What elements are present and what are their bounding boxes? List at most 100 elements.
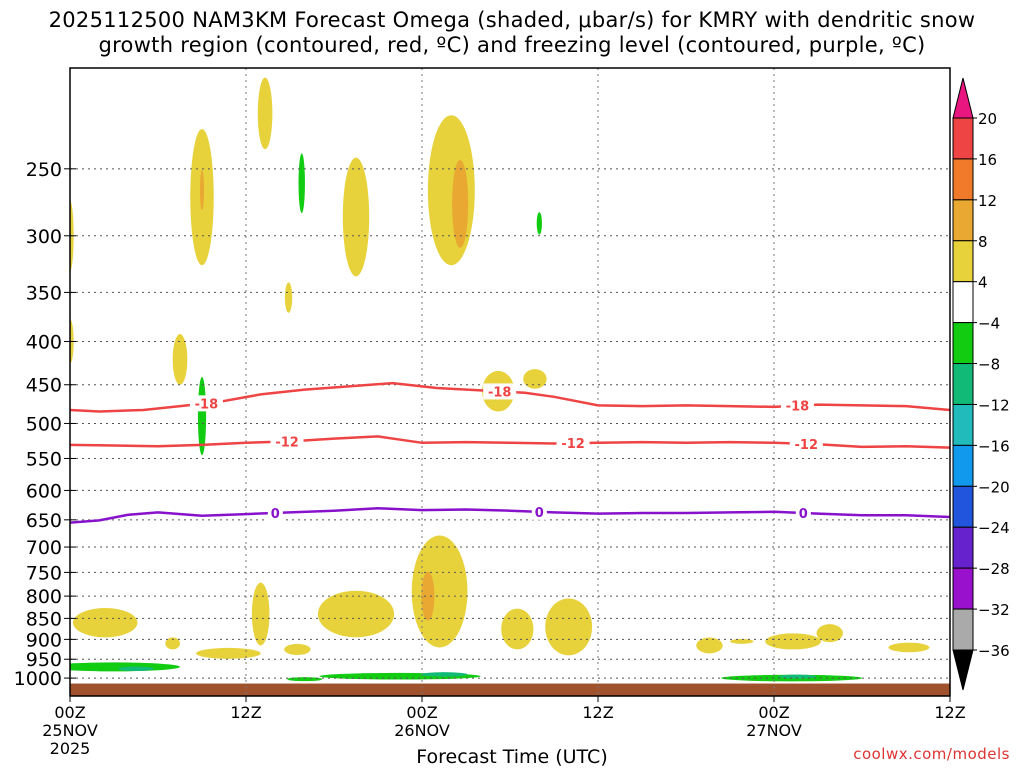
contour-label: 0 bbox=[535, 506, 544, 521]
x-tick-label: 00Z bbox=[406, 703, 437, 722]
omega-region bbox=[778, 674, 817, 679]
y-tick-label: 750 bbox=[26, 562, 62, 584]
omega-region bbox=[536, 212, 542, 235]
colorbar-label: 4 bbox=[978, 274, 988, 292]
colorbar-segment bbox=[952, 403, 974, 446]
x-tick-label: 12Z bbox=[582, 703, 613, 722]
terrain-band bbox=[70, 683, 950, 696]
y-tick-label: 800 bbox=[26, 586, 62, 608]
colorbar-segment bbox=[952, 444, 974, 487]
contour-label: 0 bbox=[799, 507, 808, 522]
y-tick-label: 850 bbox=[26, 608, 62, 630]
omega-region bbox=[200, 169, 204, 211]
colorbar-segment bbox=[952, 240, 974, 283]
colorbar-label: −4 bbox=[978, 315, 1000, 333]
omega-region bbox=[452, 159, 469, 248]
colorbar-label: −16 bbox=[978, 437, 1010, 455]
omega-region bbox=[251, 582, 270, 646]
contour-label: -12 bbox=[795, 438, 819, 453]
x-tick-label: 00Z bbox=[758, 703, 789, 722]
x-tick-date: 27NOV bbox=[746, 721, 802, 740]
site-credit: coolwx.com/models bbox=[853, 745, 1010, 763]
colorbar-label: 12 bbox=[978, 192, 997, 210]
y-tick-label: 300 bbox=[26, 226, 62, 248]
x-axis-label: Forecast Time (UTC) bbox=[416, 746, 608, 768]
contour-label: -18 bbox=[786, 400, 810, 415]
contour-label: -12 bbox=[275, 435, 299, 450]
contour-label: 0 bbox=[271, 507, 280, 522]
y-tick-label: 550 bbox=[26, 448, 62, 470]
x-tick-label: 12Z bbox=[230, 703, 261, 722]
y-tick-label: 500 bbox=[26, 413, 62, 435]
omega-region bbox=[197, 376, 207, 456]
y-tick-label: 700 bbox=[26, 537, 62, 559]
colorbar-segment bbox=[952, 158, 974, 201]
contour-label: -12 bbox=[561, 437, 585, 452]
omega-region bbox=[172, 334, 188, 385]
contour-label: -18 bbox=[488, 385, 512, 400]
omega-region bbox=[317, 590, 395, 638]
chart-title: 2025112500 NAM3KM Forecast Omega (shaded… bbox=[48, 8, 976, 32]
contour-label-bg bbox=[780, 397, 814, 414]
omega-region bbox=[287, 677, 323, 682]
omega-region bbox=[70, 662, 180, 672]
y-tick-label: 1000 bbox=[14, 668, 62, 690]
y-tick-label: 350 bbox=[26, 282, 62, 304]
colorbar-label: 16 bbox=[978, 151, 997, 169]
colorbar-label: −8 bbox=[978, 356, 1000, 374]
colorbar-segment bbox=[952, 199, 974, 242]
omega-region bbox=[501, 608, 534, 650]
colorbar-label: 20 bbox=[978, 110, 997, 128]
colorbar-segment bbox=[952, 485, 974, 528]
omega-region bbox=[284, 282, 293, 313]
y-tick-label: 400 bbox=[26, 331, 62, 353]
x-tick-date: 26NOV bbox=[394, 721, 450, 740]
omega-region bbox=[730, 638, 754, 644]
y-tick-label: 900 bbox=[26, 629, 62, 651]
contour-label-bg bbox=[267, 504, 283, 521]
contour-label-bg bbox=[795, 504, 811, 521]
contour-label-bg bbox=[189, 395, 223, 412]
colorbar-label: −28 bbox=[978, 560, 1010, 578]
colorbar-segment bbox=[952, 608, 974, 651]
chart-subtitle: growth region (contoured, red, ºC) and f… bbox=[98, 33, 926, 57]
contour-label-bg bbox=[789, 435, 823, 452]
y-tick-label: 950 bbox=[26, 649, 62, 671]
colorbar-segment bbox=[952, 322, 974, 365]
colorbar-label: 8 bbox=[978, 233, 988, 251]
contour-label-bg bbox=[270, 433, 304, 450]
omega-region bbox=[196, 647, 261, 659]
omega-region bbox=[421, 571, 435, 621]
omega-region bbox=[545, 598, 593, 656]
omega-region bbox=[816, 624, 843, 643]
omega-region bbox=[420, 672, 468, 677]
colorbar-segment bbox=[952, 281, 974, 324]
contour-label-bg bbox=[483, 383, 517, 400]
omega-region bbox=[257, 77, 273, 150]
contour-label-bg bbox=[531, 503, 547, 520]
omega-region bbox=[411, 535, 468, 648]
colorbar-bottom-arrow bbox=[952, 649, 974, 691]
omega-region bbox=[765, 633, 821, 650]
y-tick-label: 250 bbox=[26, 159, 62, 181]
omega-region bbox=[72, 608, 138, 638]
colorbar-label: −24 bbox=[978, 519, 1010, 537]
y-tick-label: 650 bbox=[26, 510, 62, 532]
omega-region bbox=[523, 369, 547, 389]
colorbar-segment bbox=[952, 363, 974, 405]
omega-region bbox=[165, 637, 181, 650]
x-tick-year: 2025 bbox=[50, 739, 91, 758]
omega-region bbox=[298, 153, 305, 214]
x-tick-label: 12Z bbox=[934, 703, 965, 722]
colorbar-label: −36 bbox=[978, 642, 1010, 660]
colorbar-segment bbox=[952, 526, 974, 569]
colorbar-segment bbox=[952, 117, 974, 160]
contour-label: -18 bbox=[195, 397, 219, 412]
y-tick-label: 600 bbox=[26, 480, 62, 502]
x-tick-label: 00Z bbox=[54, 703, 85, 722]
colorbar-label: −12 bbox=[978, 396, 1010, 414]
colorbar-label: −32 bbox=[978, 601, 1010, 619]
plot-frame bbox=[69, 67, 951, 697]
omega-region bbox=[888, 642, 930, 653]
